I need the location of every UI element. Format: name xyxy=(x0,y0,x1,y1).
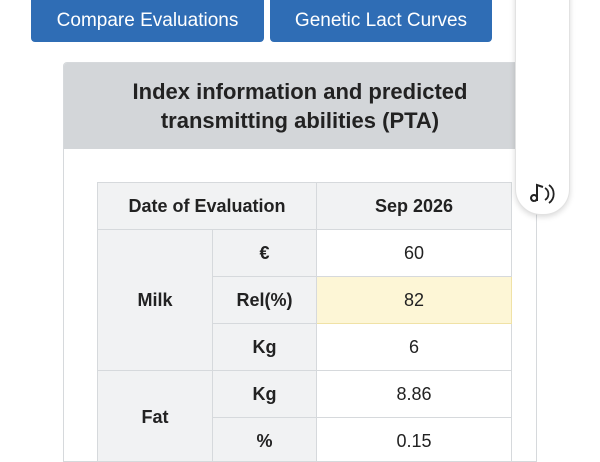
table-row: Milk€60 xyxy=(98,230,512,277)
group-label: Fat xyxy=(98,371,213,462)
unit-cell: Kg xyxy=(213,324,317,371)
card-title: Index information and predicted transmit… xyxy=(64,63,536,149)
audio-icon[interactable] xyxy=(527,179,561,209)
value-cell: 82 xyxy=(317,277,512,324)
compare-evaluations-button[interactable]: Compare Evaluations xyxy=(31,0,264,42)
unit-cell: Kg xyxy=(213,371,317,418)
value-cell: 0.15 xyxy=(317,418,512,462)
pta-card: Index information and predicted transmit… xyxy=(63,62,537,462)
page: {"buttons": ["Compare Evaluations", "Gen… xyxy=(0,0,600,450)
value-cell: 60 xyxy=(317,230,512,277)
unit-cell: Rel(%) xyxy=(213,277,317,324)
genetic-lact-curves-button[interactable]: Genetic Lact Curves xyxy=(270,0,492,42)
unit-cell: % xyxy=(213,418,317,462)
group-label: Milk xyxy=(98,230,213,371)
value-cell: 6 xyxy=(317,324,512,371)
header-cell: Date of Evaluation xyxy=(98,183,317,230)
side-panel xyxy=(515,0,570,215)
header-row: Date of Evaluation Sep 2026 xyxy=(98,183,512,230)
unit-cell: € xyxy=(213,230,317,277)
header-cell: Sep 2026 xyxy=(317,183,512,230)
value-cell: 8.86 xyxy=(317,371,512,418)
